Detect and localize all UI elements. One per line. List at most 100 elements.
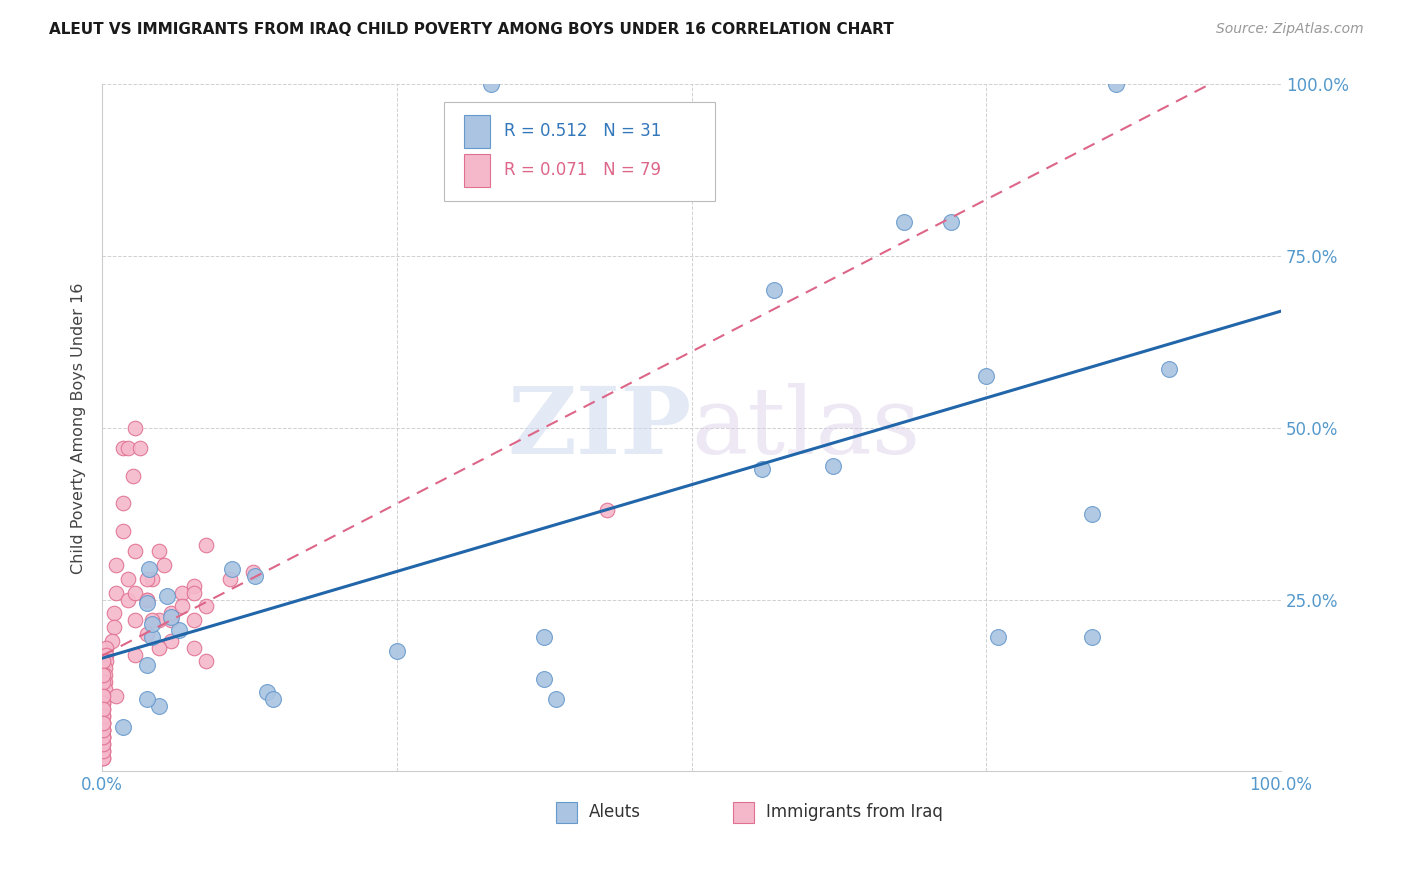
Point — [93, 723, 115, 737]
Point — [105, 585, 128, 599]
Point — [121, 469, 143, 483]
Point — [136, 592, 159, 607]
Bar — [555, 802, 578, 823]
Point — [221, 562, 243, 576]
Text: Immigrants from Iraq: Immigrants from Iraq — [766, 804, 942, 822]
Point — [245, 568, 267, 582]
Point — [533, 631, 555, 645]
Point — [1081, 631, 1104, 645]
Point — [93, 689, 115, 703]
Point — [893, 215, 915, 229]
Point — [183, 613, 205, 627]
Point — [93, 696, 115, 710]
Point — [93, 661, 115, 675]
Text: atlas: atlas — [692, 383, 921, 473]
Point — [194, 599, 217, 614]
Bar — [464, 115, 491, 148]
Point — [183, 640, 205, 655]
Point — [148, 544, 170, 558]
Point — [141, 613, 163, 627]
Bar — [733, 802, 754, 823]
Point — [94, 640, 117, 655]
Point — [751, 462, 773, 476]
Point — [141, 572, 163, 586]
Point — [103, 607, 125, 621]
Point — [93, 737, 115, 751]
Point — [138, 562, 160, 576]
Point — [117, 572, 139, 586]
Text: Aleuts: Aleuts — [589, 804, 641, 822]
Point — [93, 716, 115, 731]
Point — [124, 613, 146, 627]
Point — [136, 596, 159, 610]
Point — [821, 458, 844, 473]
Point — [117, 592, 139, 607]
Point — [141, 631, 163, 645]
Text: R = 0.512   N = 31: R = 0.512 N = 31 — [505, 122, 662, 140]
Point — [93, 750, 115, 764]
Point — [533, 672, 555, 686]
Point — [112, 720, 135, 734]
Point — [93, 750, 115, 764]
Point — [1105, 78, 1128, 92]
Point — [93, 702, 115, 716]
Point — [93, 744, 115, 758]
Point — [93, 716, 115, 731]
Point — [159, 609, 181, 624]
Point — [124, 421, 146, 435]
Point — [112, 496, 135, 510]
Point — [93, 730, 115, 744]
Point — [112, 524, 135, 538]
Point — [93, 723, 115, 737]
Point — [167, 624, 190, 638]
Point — [939, 215, 962, 229]
Point — [105, 558, 128, 573]
Point — [100, 633, 122, 648]
Point — [763, 284, 786, 298]
Point — [194, 654, 217, 668]
Point — [129, 442, 152, 456]
Point — [136, 657, 159, 672]
Point — [93, 709, 115, 723]
Point — [544, 692, 567, 706]
Point — [94, 648, 117, 662]
Point — [93, 668, 115, 682]
Point — [93, 744, 115, 758]
Point — [1081, 507, 1104, 521]
Point — [148, 699, 170, 714]
Point — [117, 442, 139, 456]
Point — [172, 585, 194, 599]
Point — [136, 592, 159, 607]
Point — [148, 613, 170, 627]
Point — [94, 654, 117, 668]
Point — [1157, 362, 1180, 376]
Point — [136, 627, 159, 641]
FancyBboxPatch shape — [444, 102, 716, 202]
Point — [112, 442, 135, 456]
Point — [479, 78, 502, 92]
Point — [136, 692, 159, 706]
Point — [194, 538, 217, 552]
Point — [172, 599, 194, 614]
Point — [596, 503, 619, 517]
Point — [93, 730, 115, 744]
Point — [974, 369, 997, 384]
Point — [159, 613, 181, 627]
Point — [242, 565, 264, 579]
Point — [93, 689, 115, 703]
Bar — [464, 153, 491, 186]
Point — [93, 723, 115, 737]
Point — [93, 702, 115, 716]
Point — [156, 589, 179, 603]
Text: R = 0.071   N = 79: R = 0.071 N = 79 — [505, 161, 661, 179]
Point — [124, 544, 146, 558]
Point — [103, 620, 125, 634]
Point — [256, 685, 278, 699]
Y-axis label: Child Poverty Among Boys Under 16: Child Poverty Among Boys Under 16 — [72, 282, 86, 574]
Point — [385, 644, 408, 658]
Point — [93, 675, 115, 690]
Point — [105, 689, 128, 703]
Point — [124, 585, 146, 599]
Point — [987, 631, 1010, 645]
Point — [124, 648, 146, 662]
